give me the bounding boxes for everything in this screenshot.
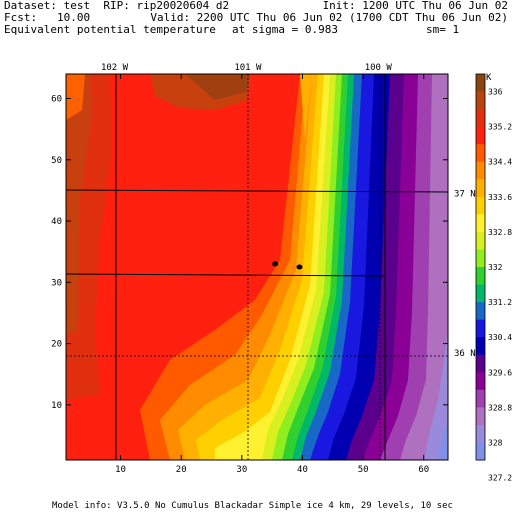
longitude-label: 100 W [365, 63, 393, 73]
colorbar-swatch [476, 109, 485, 128]
colorbar-swatch [476, 319, 485, 338]
x-tick-label: 20 [176, 465, 187, 475]
colorbar-swatch [476, 161, 485, 180]
colorbar-label: 328.8 [488, 403, 512, 412]
colorbar-labels: 336 335.2 334.4 333.6 332.8 332 331.2 330.4 329.… [488, 88, 512, 483]
colorbar-swatch [476, 74, 485, 93]
x-axis-ticks: 10 20 30 40 50 60 [115, 74, 429, 475]
y-axis-ticks: 10 20 30 40 50 60 [51, 95, 448, 411]
colorbar-swatch [476, 91, 485, 110]
colorbar-swatch [476, 442, 485, 461]
colorbar-swatch [476, 126, 485, 145]
x-tick-label: 10 [115, 465, 126, 475]
colorbar-swatch [476, 284, 485, 303]
valid-time-label: Valid: 2200 UTC Thu 06 Jun 02 (1700 CDT … [150, 11, 508, 24]
colorbar-label: 336 [488, 88, 503, 97]
colorbar-swatch [476, 196, 485, 215]
colorbar-swatch [476, 372, 485, 391]
colorbar-label: 332 [488, 263, 503, 272]
x-tick-label: 50 [358, 465, 369, 475]
sigma-level-label: at sigma = 0.983 [232, 23, 338, 36]
state-boundaries [65, 74, 449, 460]
colorbar-label: 331.2 [488, 298, 512, 307]
colorbar-swatch [476, 214, 485, 233]
x-tick-label: 40 [297, 465, 308, 475]
colorbar-label: 329.6 [488, 368, 512, 377]
colorbar-frame [475, 73, 486, 461]
colorbar-swatch [476, 144, 485, 163]
dataset-label: Dataset: test RIP: rip20020604 d2 [4, 0, 230, 12]
colorbar-swatch [476, 231, 485, 250]
smoothing-label: sm= 1 [426, 23, 460, 36]
latitude-label: 36 N [454, 349, 476, 359]
colorbar-swatch [476, 424, 485, 443]
colorbar-swatch [476, 267, 485, 286]
colorbar-swatch [476, 179, 485, 198]
y-tick-label: 50 [51, 156, 62, 166]
longitude-label: 101 W [234, 63, 262, 73]
colorbar-label: 330.4 [488, 333, 512, 342]
forecast-label: Fcst: 10.00 [4, 11, 91, 24]
colorbar [475, 73, 486, 461]
x-tick-label: 60 [418, 465, 429, 475]
colorbar-label: 332.8 [488, 228, 512, 237]
x-tick-label: 30 [236, 465, 247, 475]
y-tick-label: 40 [51, 217, 62, 227]
init-time-label: Init: 1200 UTC Thu 06 Jun 02 [322, 0, 508, 12]
colorbar-unit: K [486, 73, 492, 83]
y-tick-label: 10 [51, 401, 62, 411]
colorbar-swatch [476, 407, 485, 426]
lat-lon-grid [66, 74, 448, 460]
colorbar-label: 334.4 [488, 158, 512, 167]
colorbar-label: 328 [488, 438, 503, 447]
longitude-label: 102 W [101, 63, 129, 73]
field-name-label: Equivalent potential temperature [4, 23, 216, 36]
latitude-labels: 37 N 36 N [454, 189, 476, 358]
colorbar-label: 335.2 [488, 123, 512, 132]
colorbar-label: 333.6 [488, 193, 512, 202]
longitude-labels: 102 W 101 W 100 W [101, 63, 392, 73]
y-tick-label: 60 [51, 95, 62, 105]
colorbar-swatch [476, 354, 485, 373]
colorbar-swatch [476, 337, 485, 356]
map-frame [65, 73, 449, 461]
colorbar-swatch [476, 302, 485, 321]
colorbar-swatch [476, 389, 485, 408]
contour-field [66, 74, 448, 460]
colorbar-swatch [476, 249, 485, 268]
colorbar-label: 327.2 [488, 474, 512, 483]
y-tick-label: 20 [51, 340, 62, 350]
station-markers [272, 261, 303, 270]
station-marker [296, 264, 303, 270]
model-info-label: Model info: V3.5.0 No Cumulus Blackadar … [52, 501, 453, 511]
latitude-label: 37 N [454, 189, 476, 199]
y-tick-label: 30 [51, 278, 62, 288]
station-marker [272, 261, 279, 267]
